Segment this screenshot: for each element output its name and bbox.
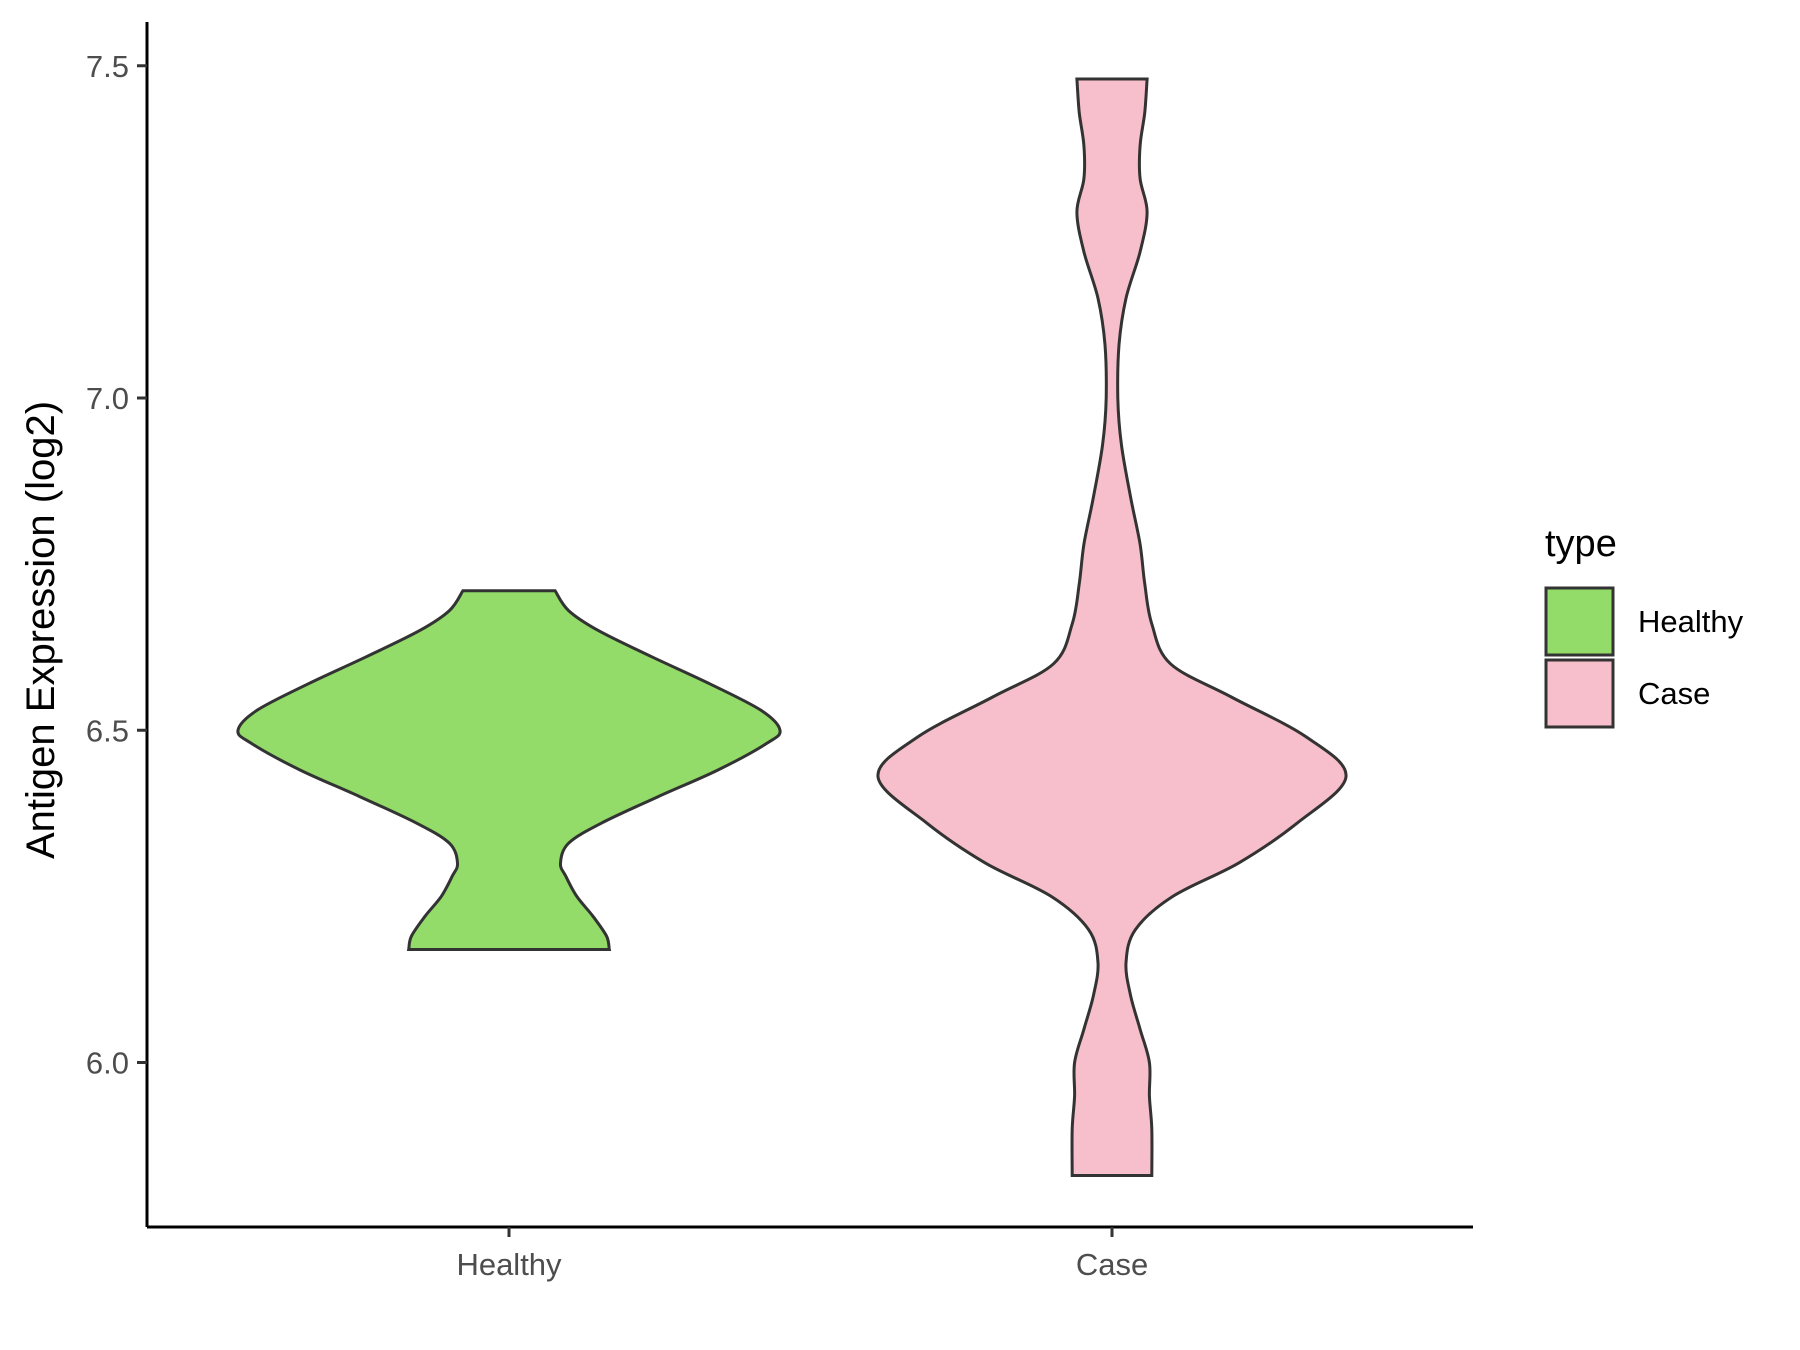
y-tick-label: 6.0 bbox=[86, 1046, 129, 1081]
violin-healthy bbox=[236, 589, 782, 951]
legend-label: Case bbox=[1638, 676, 1710, 711]
legend-label: Healthy bbox=[1638, 604, 1744, 639]
y-tick-label: 7.5 bbox=[86, 49, 129, 84]
y-axis-title: Antigen Expression (log2) bbox=[19, 401, 63, 859]
violin-layer bbox=[236, 77, 1348, 1177]
legend-key-healthy bbox=[1544, 586, 1615, 657]
legend-key-case bbox=[1544, 658, 1615, 729]
violin-case bbox=[876, 77, 1348, 1177]
legend-title: type bbox=[1545, 523, 1617, 565]
y-tick-label: 6.5 bbox=[86, 713, 129, 748]
axes: 6.0 6.5 7.0 7.5 Healthy Case bbox=[86, 22, 1473, 1282]
legend: type Healthy Case bbox=[1544, 523, 1744, 729]
y-tick-label: 7.0 bbox=[86, 381, 129, 416]
x-tick-label: Case bbox=[1076, 1247, 1148, 1282]
x-tick-label: Healthy bbox=[456, 1247, 562, 1282]
